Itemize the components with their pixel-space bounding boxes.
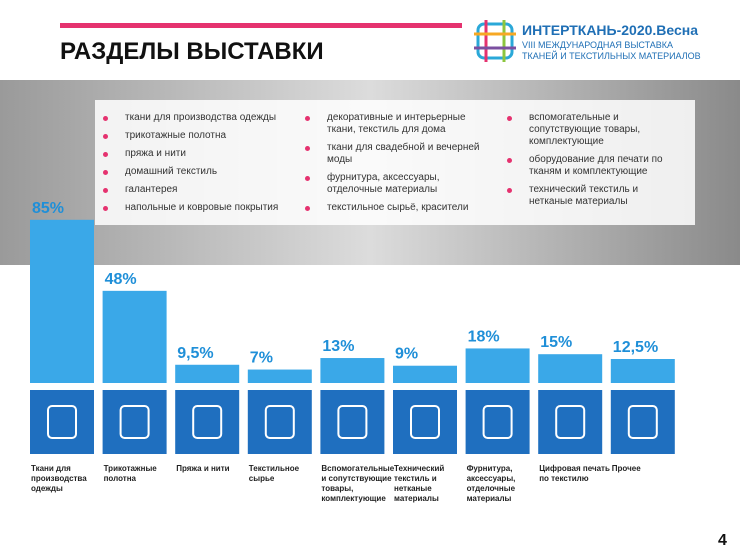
bar	[393, 365, 457, 383]
title: РАЗДЕЛЫ ВЫСТАВКИ	[60, 38, 324, 65]
bullet-item: оборудование для печати по тканям и комп…	[507, 154, 677, 178]
bullet-item: пряжа и нити	[103, 148, 293, 160]
icon	[482, 405, 513, 439]
page-number: 4	[718, 532, 727, 549]
category-label: Вспомогательные и сопутствующие товары, …	[321, 464, 395, 503]
icon-box	[320, 390, 385, 454]
icon-box	[30, 390, 94, 454]
bullet-panel	[95, 100, 695, 225]
bullet-column: вспомогательные и сопутствующие товары, …	[507, 112, 677, 214]
icon-box	[538, 390, 603, 454]
bullet-item: текстильное сырьё, красители	[305, 202, 485, 214]
bar	[465, 348, 530, 383]
bar	[538, 354, 603, 383]
bullet-item: домашний текстиль	[103, 166, 293, 178]
icon	[410, 405, 440, 439]
value-label: 7%	[250, 350, 273, 367]
logo-icon	[474, 20, 516, 62]
icon	[264, 405, 295, 439]
category-label: Цифровая печать по текстилю	[539, 464, 610, 483]
value-label: 48%	[105, 271, 137, 288]
category-label: Текстильное сырье	[248, 464, 300, 483]
logo-line: VIII МЕЖДУНАРОДНАЯ ВЫСТАВКА	[522, 40, 674, 50]
bullet-item: галантерея	[103, 184, 293, 196]
bullet-item: ткани для производства одежды	[103, 112, 293, 124]
bullet-item: вспомогательные и сопутствующие товары, …	[507, 112, 677, 148]
icon-box	[393, 390, 457, 454]
icon-box	[465, 390, 530, 454]
accent-line	[60, 23, 462, 28]
bullet-item: фурнитура, аксессуары, отделочные матери…	[305, 172, 485, 196]
bar	[247, 369, 312, 383]
bullet-column: декоративные и интерьерные ткани, тексти…	[305, 112, 485, 220]
icon-box	[247, 390, 312, 454]
value-label: 12,5%	[613, 339, 658, 356]
icon-box	[610, 390, 675, 454]
logo-name: ИНТЕРТКАНЬ-2020.Весна	[522, 22, 699, 38]
category-label: Ткани для производства одежды	[31, 464, 87, 493]
icon	[337, 405, 368, 439]
category-label: Трикотажные полотна	[103, 464, 157, 483]
value-label: 13%	[322, 338, 354, 355]
icon	[119, 405, 150, 439]
bar	[102, 290, 167, 383]
logo-line: ТКАНЕЙ И ТЕКСТИЛЬНЫХ МАТЕРИАЛОВ	[522, 51, 701, 61]
icon	[555, 405, 586, 439]
bullet-item: напольные и ковровые покрытия	[103, 202, 293, 214]
bullet-column: ткани для производства одежды трикотажные…	[103, 112, 293, 220]
value-label: 15%	[540, 334, 572, 351]
category-label: Прочее	[611, 464, 641, 473]
value-label: 18%	[468, 328, 500, 345]
value-label: 9%	[395, 346, 418, 363]
bullet-item: ткани для свадебной и вечерней моды	[305, 142, 485, 166]
bar	[320, 358, 385, 383]
bullet-item: технический текстиль и нетканые материал…	[507, 184, 677, 208]
category-label: Фурнитура, аксессуары, отделочные матери…	[466, 464, 516, 503]
category-label: Технический текстиль и нетканые материал…	[394, 464, 445, 503]
icon-box	[102, 390, 167, 454]
bar	[610, 359, 675, 383]
bullet-item: декоративные и интерьерные ткани, тексти…	[305, 112, 485, 136]
icon	[627, 405, 658, 439]
bar	[175, 364, 240, 383]
bullet-item: трикотажные полотна	[103, 130, 293, 142]
icon	[47, 405, 77, 439]
bar	[30, 219, 94, 383]
value-label: 85%	[32, 200, 64, 217]
icon	[192, 405, 223, 439]
value-label: 9,5%	[177, 345, 213, 362]
category-label: Пряжа и нити	[176, 464, 230, 473]
icon-box	[175, 390, 240, 454]
